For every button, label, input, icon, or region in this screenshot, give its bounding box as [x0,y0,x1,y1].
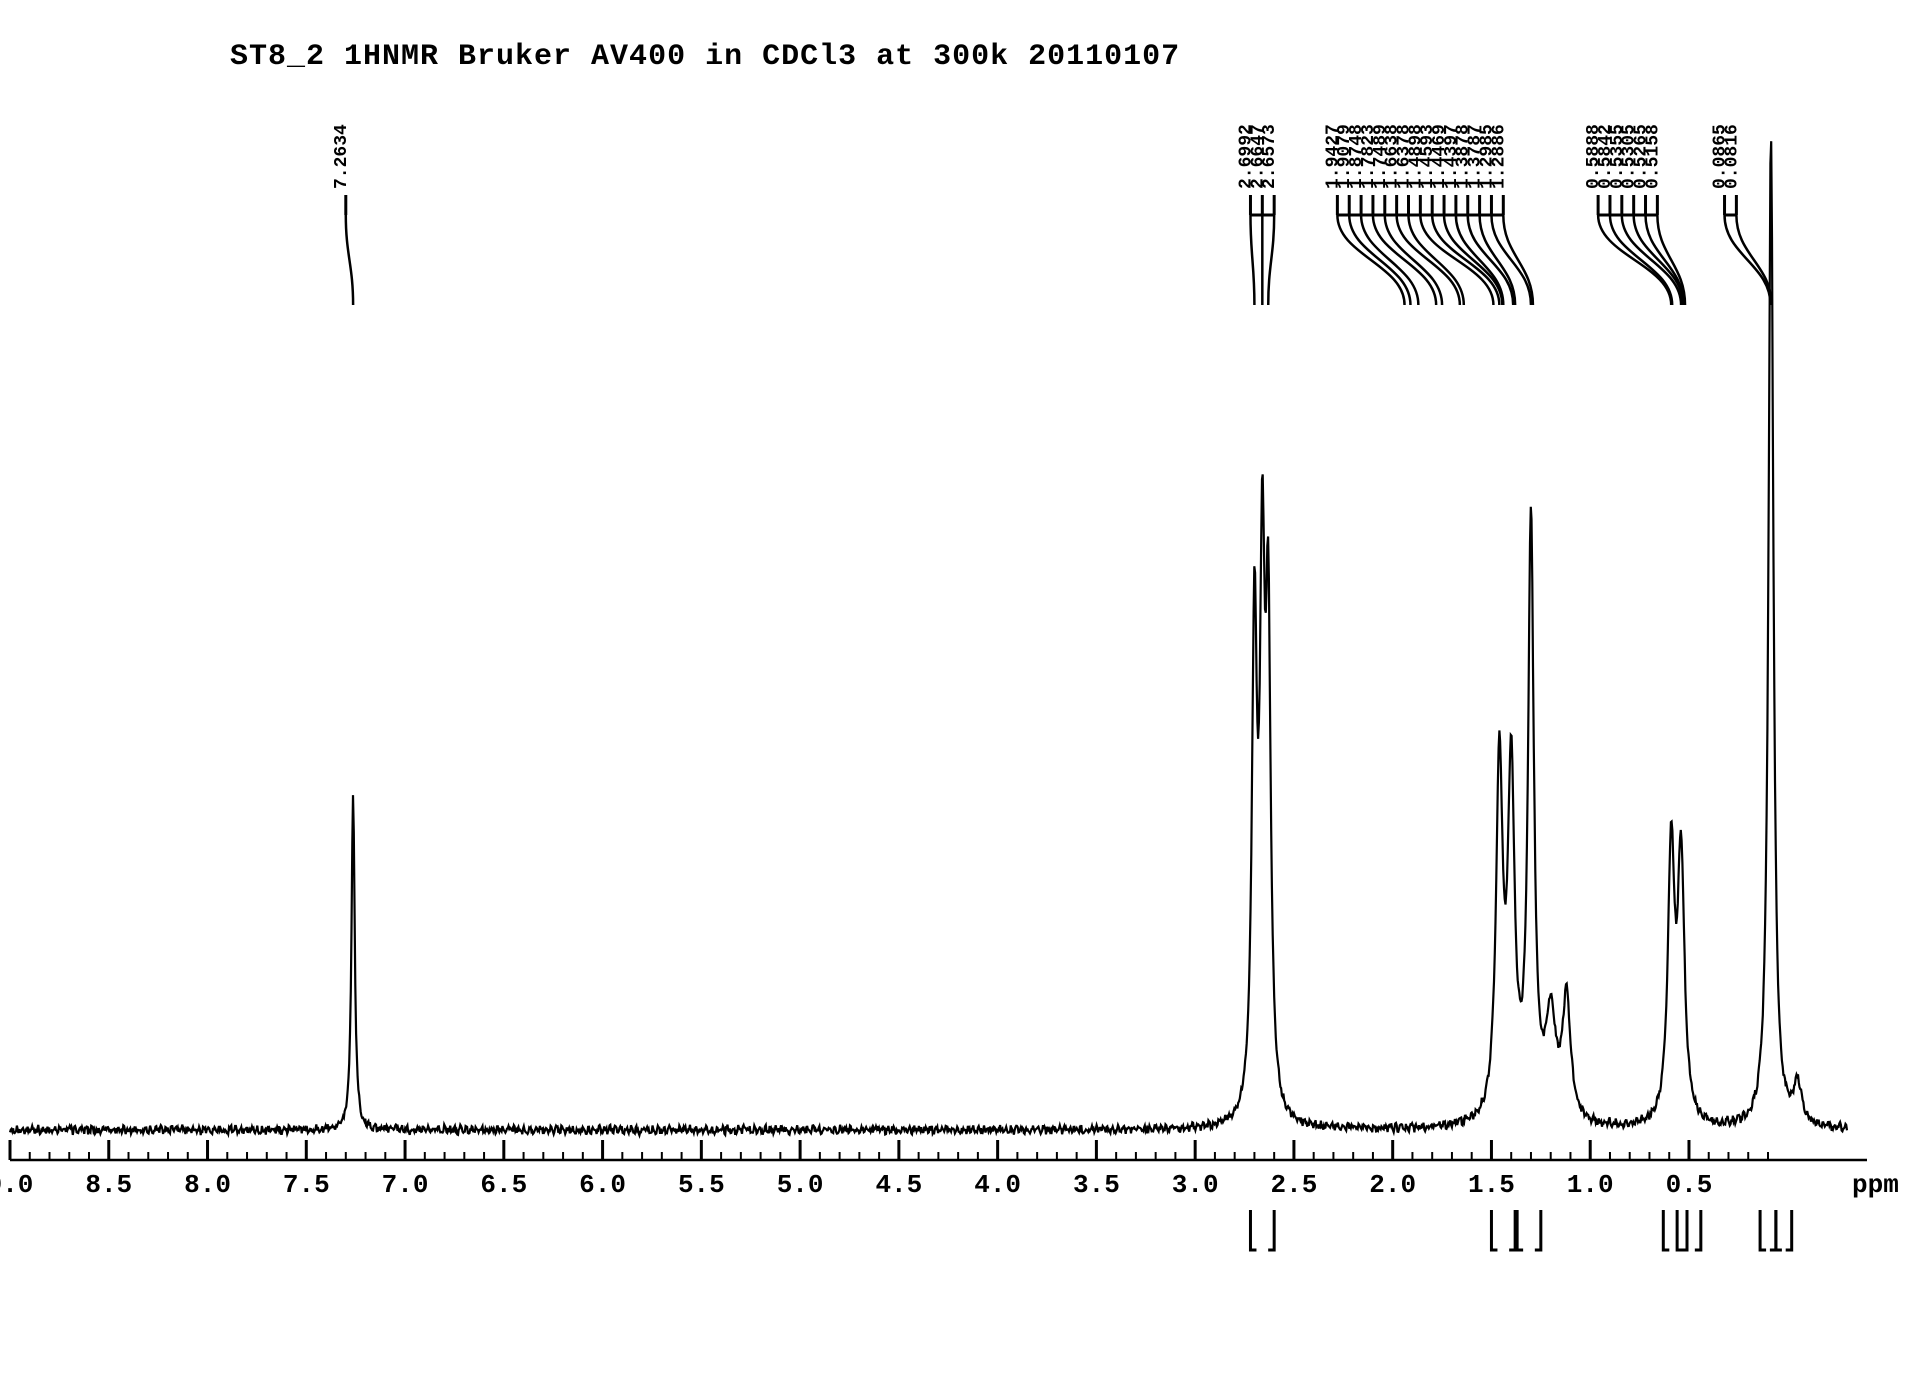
integral-bracket [1695,1210,1701,1250]
axis-tick-label: 5.5 [678,1170,725,1200]
integral-bracket [1517,1210,1523,1250]
integral-bracket [1677,1210,1683,1250]
axis-tick-label: 1.0 [1567,1170,1614,1200]
axis-tick-label: 7.0 [382,1170,429,1200]
axis-tick-label: 2.5 [1271,1170,1318,1200]
axis-tick-label: 9.0 [0,1170,33,1200]
label-fan-line [1725,215,1771,305]
axis-tick-label: 7.5 [283,1170,330,1200]
spectrum-trace [10,141,1847,1135]
nmr-spectrum-page: ST8_2 1HNMR Bruker AV400 in CDCl3 at 300… [0,0,1907,1385]
axis-tick-label: 3.0 [1172,1170,1219,1200]
axis-tick-label: 6.0 [579,1170,626,1200]
integral-bracket [1786,1210,1792,1250]
peak-ppm-label: 7.2634 [332,124,352,189]
axis-tick-label: 8.0 [184,1170,231,1200]
peak-ppm-label: 0.0816 [1722,124,1742,189]
label-fan-line [1268,215,1274,305]
peak-ppm-label: 0.5158 [1643,124,1663,189]
axis-tick-label: 5.0 [777,1170,824,1200]
integral-bracket [1250,1210,1256,1250]
axis-tick-label: 2.0 [1369,1170,1416,1200]
axis-tick-label: 3.5 [1073,1170,1120,1200]
axis-tick-label: 0.5 [1666,1170,1713,1200]
axis-unit-label: ppm [1852,1170,1899,1200]
integral-bracket [1509,1210,1515,1250]
axis-tick-label: 4.5 [875,1170,922,1200]
spectrum-title: ST8_2 1HNMR Bruker AV400 in CDCl3 at 300… [230,40,1180,74]
integral-bracket [1491,1210,1497,1250]
peak-ppm-label: 2.6573 [1260,124,1280,189]
label-fan-line [1250,215,1254,305]
axis-tick-label: 8.5 [85,1170,132,1200]
axis-tick-label: 6.5 [480,1170,527,1200]
label-fan-line [1736,215,1771,305]
label-fan-line [346,215,353,305]
integral-bracket [1535,1210,1541,1250]
spectrum-svg: 9.0 8.5 8.0 7.5 7.0 6.5 6.0 5.5 5.0 4.5 4.0 3.5 3.0 2… [0,120,1907,1260]
label-fan-line [1337,215,1404,305]
integral-bracket [1663,1210,1669,1250]
axis-tick-label: 1.5 [1468,1170,1515,1200]
integral-bracket [1681,1210,1687,1250]
integral-bracket [1776,1210,1782,1250]
label-fan-line [1610,215,1672,305]
spectrum-chart: 9.0 8.5 8.0 7.5 7.0 6.5 6.0 5.5 5.0 4.5 4.0 3.5 3.0 2… [0,120,1907,1260]
integral-bracket [1760,1210,1766,1250]
peak-ppm-label: 1.2886 [1489,124,1509,189]
integral-bracket [1268,1210,1274,1250]
axis-tick-label: 4.0 [974,1170,1021,1200]
